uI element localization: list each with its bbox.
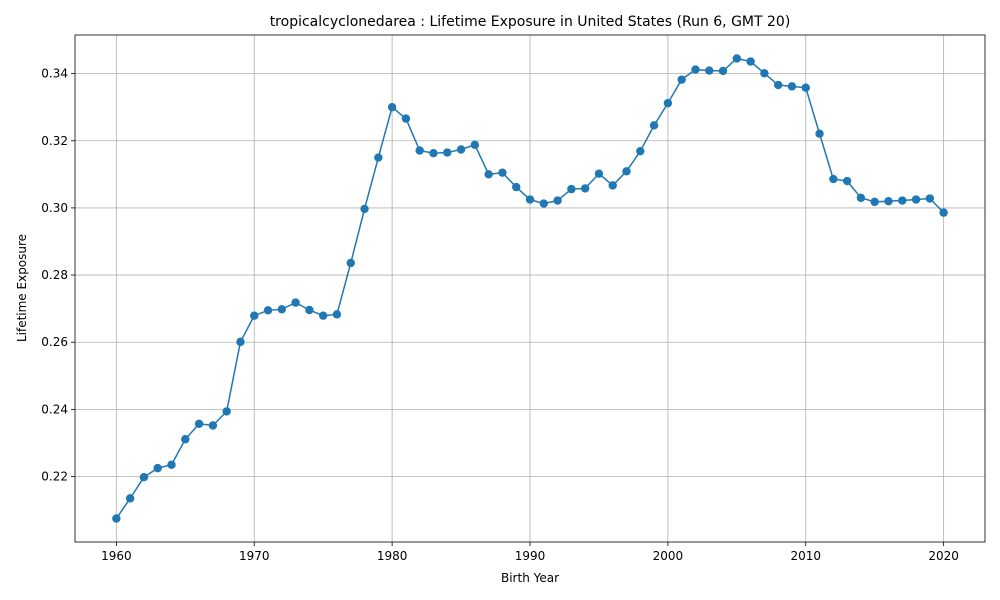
y-tick-label: 0.30 [41, 201, 68, 215]
data-point [401, 114, 411, 123]
data-point [911, 195, 921, 204]
data-point [870, 197, 879, 207]
data-point [884, 197, 893, 206]
data-point [677, 75, 686, 84]
data-point [277, 305, 287, 314]
data-point [663, 98, 673, 108]
data-point [456, 145, 466, 154]
data-point [787, 82, 797, 91]
data-point [760, 69, 769, 78]
y-axis-ticks: 0.22 0.24 0.26 0.28 0.30 0.32 0.34 [41, 67, 75, 484]
data-point [443, 148, 452, 157]
data-point [594, 169, 604, 178]
data-point [525, 195, 535, 204]
y-tick-label: 0.24 [41, 402, 68, 416]
data-point [470, 140, 480, 149]
data-point [746, 57, 755, 66]
data-point [856, 193, 866, 203]
x-tick-label: 2010 [790, 549, 821, 563]
data-point [512, 182, 521, 192]
data-point [732, 54, 742, 63]
y-tick-label: 0.22 [41, 470, 68, 484]
data-point [705, 66, 714, 75]
data-point [842, 176, 852, 186]
data-point [649, 121, 659, 130]
x-axis-label: Birth Year [501, 571, 559, 585]
data-point [622, 167, 631, 176]
data-point [415, 146, 424, 155]
data-point [332, 310, 342, 319]
data-point [374, 153, 383, 162]
data-point [222, 407, 231, 416]
y-tick-label: 0.32 [41, 134, 68, 148]
data-point [387, 102, 397, 112]
data-point [346, 258, 355, 268]
data-point [801, 83, 810, 92]
data-point [291, 298, 300, 307]
x-tick-label: 1990 [515, 549, 546, 563]
data-point [553, 196, 562, 205]
data-point [484, 170, 493, 179]
data-point [139, 472, 149, 482]
data-point [112, 514, 121, 523]
data-point [636, 146, 645, 156]
data-point [305, 305, 314, 315]
x-axis-ticks: 1960 1970 1980 1990 2000 2010 2020 [101, 542, 959, 563]
data-point [691, 65, 700, 74]
data-point [498, 168, 507, 177]
data-point [208, 421, 218, 430]
data-point [580, 184, 590, 193]
data-point [318, 311, 328, 320]
data-point [539, 199, 548, 208]
chart-title: tropicalcyclonedarea : Lifetime Exposure… [270, 14, 791, 30]
data-point [773, 80, 783, 90]
x-tick-label: 1980 [377, 549, 408, 563]
grid-lines [75, 35, 985, 542]
data-point [829, 174, 838, 184]
x-tick-label: 2000 [653, 549, 684, 563]
data-point [153, 463, 162, 473]
data-point [898, 196, 907, 205]
y-tick-label: 0.28 [41, 268, 68, 282]
data-point [608, 181, 617, 190]
data-point [567, 184, 576, 194]
data-point [263, 306, 273, 315]
data-point [181, 435, 190, 444]
data-point [429, 148, 438, 158]
y-tick-label: 0.26 [41, 335, 68, 349]
x-tick-label: 2020 [928, 549, 959, 563]
data-point [194, 419, 204, 429]
data-point [236, 337, 245, 347]
y-axis-label: Lifetime Exposure [15, 234, 29, 342]
data-point [815, 129, 824, 138]
data-point [718, 66, 728, 76]
data-point [360, 204, 369, 214]
data-point [939, 208, 948, 217]
data-point [250, 311, 259, 320]
data-point [167, 460, 176, 469]
y-tick-label: 0.34 [41, 67, 68, 81]
data-point [125, 494, 135, 503]
x-tick-label: 1960 [101, 549, 132, 563]
data-points [112, 54, 948, 523]
data-point [925, 194, 935, 203]
x-tick-label: 1970 [239, 549, 270, 563]
